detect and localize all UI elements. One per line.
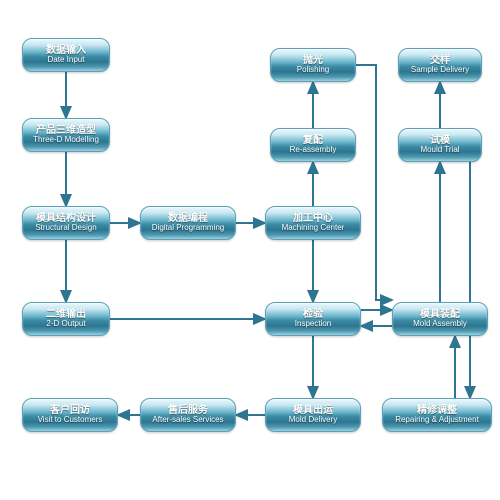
node-n12: 交样Sample Delivery xyxy=(398,48,482,82)
node-n15-en: Visit to Customers xyxy=(38,416,103,425)
node-n8-en: Polishing xyxy=(297,66,329,75)
node-n9: 检验Inspection xyxy=(265,302,361,336)
node-n7: 复配Re-assembly xyxy=(270,128,356,162)
node-n5-en: Digital Programming xyxy=(152,224,224,233)
node-n8: 抛光Polishing xyxy=(270,48,356,82)
node-n13-en: Mold Delivery xyxy=(289,416,337,425)
node-n5: 数据编程Digital Programming xyxy=(140,206,236,240)
node-n4-en: 2-D Output xyxy=(46,320,85,329)
node-n12-en: Sample Delivery xyxy=(411,66,469,75)
node-n16: 精修调整Repairing & Adjustment xyxy=(382,398,492,432)
node-n15: 客户回访Visit to Customers xyxy=(22,398,118,432)
node-n1-en: Date Input xyxy=(48,56,85,65)
node-n2-en: Three-D Modelling xyxy=(33,136,99,145)
node-n10: 模具装配Mold Assembly xyxy=(392,302,488,336)
node-n11-en: Mould Trial xyxy=(420,146,459,155)
node-n13: 模具出运Mold Delivery xyxy=(265,398,361,432)
node-n6-en: Machining Center xyxy=(282,224,345,233)
node-n11: 试模Mould Trial xyxy=(398,128,482,162)
node-n4: 二维输出2-D Output xyxy=(22,302,110,336)
node-n10-en: Mold Assembly xyxy=(413,320,467,329)
node-n7-en: Re-assembly xyxy=(290,146,337,155)
edge-11 xyxy=(356,65,392,300)
node-n6: 加工中心Machining Center xyxy=(265,206,361,240)
node-n1: 数据输入Date Input xyxy=(22,38,110,72)
flowchart-canvas: 数据输入Date Input 产品三维造型Three-D Modelling 模具结… xyxy=(0,0,500,500)
node-n14: 售后服务After-sales Services xyxy=(140,398,236,432)
node-n14-en: After-sales Services xyxy=(152,416,223,425)
node-n9-en: Inspection xyxy=(295,320,331,329)
node-n16-en: Repairing & Adjustment xyxy=(395,416,479,425)
node-n3-en: Structural Design xyxy=(35,224,96,233)
node-n2: 产品三维造型Three-D Modelling xyxy=(22,118,110,152)
node-n3: 模具结构设计Structural Design xyxy=(22,206,110,240)
